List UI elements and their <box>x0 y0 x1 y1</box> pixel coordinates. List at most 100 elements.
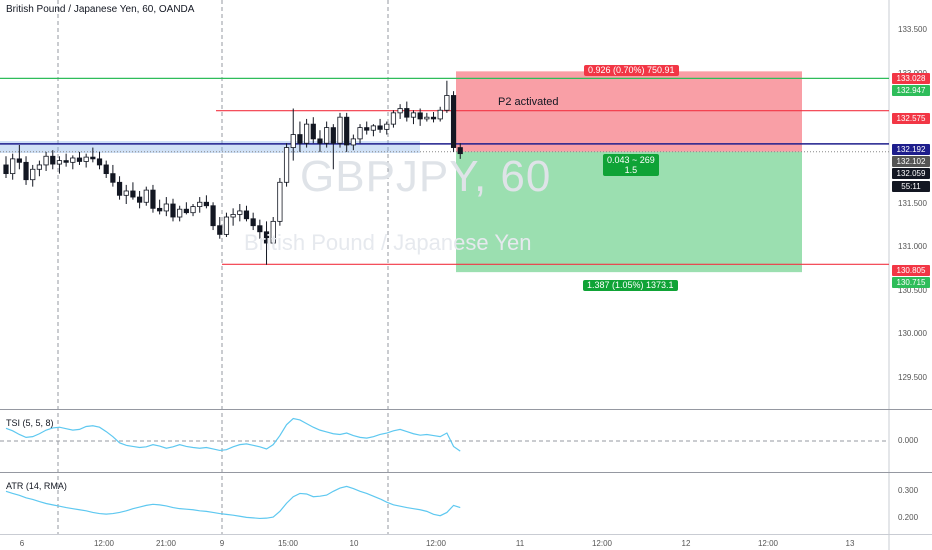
price-tick-label: 130.000 <box>898 329 927 339</box>
candle-body <box>437 109 443 120</box>
candle-body <box>210 205 216 227</box>
time-tick-label: 6 <box>19 539 25 548</box>
chart-title: British Pound / Japanese Yen, 60, OANDA <box>6 4 195 15</box>
candle-body <box>237 210 243 215</box>
time-tick-label: 12:00 <box>757 539 779 548</box>
candle-body <box>56 160 63 165</box>
candle-body <box>277 181 283 222</box>
candle-body <box>190 206 196 214</box>
center-label: 0.043 ~ 269 1.5 <box>603 154 659 176</box>
candle-body <box>450 95 457 148</box>
candle-body <box>223 216 230 235</box>
candle-body <box>90 156 96 160</box>
time-tick-label: 9 <box>219 539 225 548</box>
candle-body <box>390 112 397 125</box>
candle-body <box>63 160 69 163</box>
time-tick-label: 21:00 <box>155 539 177 548</box>
watermark-symbol: GBPJPY, 60 <box>300 152 552 201</box>
candle-body <box>270 220 276 244</box>
price-axis-label: 55:11 <box>892 181 930 192</box>
candle-body <box>103 164 109 175</box>
tsi-tick-label: 0.000 <box>898 436 919 445</box>
time-tick-label: 12:00 <box>93 539 115 548</box>
candle-body <box>317 138 323 144</box>
price-tick-label: 133.500 <box>898 25 927 35</box>
candle-body <box>23 161 29 181</box>
candle-body <box>370 125 377 131</box>
candle-body <box>76 157 83 162</box>
time-tick-label: 12 <box>681 539 691 548</box>
candle-body <box>410 112 417 118</box>
candle-body <box>424 116 430 120</box>
candle-body <box>3 164 9 175</box>
candle-body <box>36 164 43 170</box>
price-axis-label: 132.059 <box>892 168 930 179</box>
candle-body <box>290 134 296 148</box>
candle-body <box>310 123 316 140</box>
candle-body <box>357 127 363 140</box>
atr-tick-label: 0.200 <box>898 513 919 523</box>
candle-body <box>123 190 129 196</box>
time-tick-label: 13 <box>845 539 855 548</box>
watermark-name: British Pound / Japanese Yen <box>244 230 532 255</box>
atr-pane-label: ATR (14, RMA) <box>6 481 67 491</box>
candle-body <box>350 138 356 146</box>
candle-body <box>397 108 403 114</box>
risk-label: 0.926 (0.70%) 750.91 <box>584 65 679 76</box>
atr-tick-label: 0.300 <box>898 486 919 496</box>
candle-body <box>417 112 423 120</box>
candle-body <box>170 203 176 218</box>
candle-body <box>177 208 183 218</box>
candle-body <box>364 127 370 131</box>
price-axis-label: 132.192 <box>892 144 930 155</box>
candle-body <box>257 225 263 233</box>
center-label-line-1: 0.043 ~ 269 <box>607 155 655 165</box>
candle-body <box>43 155 49 166</box>
candle-body <box>96 158 103 166</box>
candle-body <box>157 207 163 212</box>
price-axis-label: 130.715 <box>892 277 930 288</box>
candle-body <box>163 203 169 212</box>
price-axis-label: 132.947 <box>892 85 930 96</box>
price-axis-label: 132.102 <box>892 156 930 167</box>
candle-body <box>404 108 410 118</box>
candle-body <box>183 208 189 214</box>
candle-body <box>116 181 123 196</box>
time-tick-label: 12:00 <box>591 539 613 548</box>
candle-body <box>10 158 16 175</box>
candle-body <box>83 156 89 162</box>
candle-body <box>283 147 290 183</box>
tsi-pane-label: TSI (5, 5, 8) <box>6 418 54 428</box>
candle-body <box>337 116 343 144</box>
candle-body <box>203 201 209 207</box>
price-axis-label: 132.575 <box>892 113 930 124</box>
candle-body <box>384 123 390 130</box>
price-tick-label: 131.000 <box>898 242 927 252</box>
price-tick-label: 131.500 <box>898 199 927 208</box>
candle-body <box>136 196 143 203</box>
time-tick-label: 10 <box>349 539 359 548</box>
candle-body <box>457 147 463 155</box>
candle-body <box>243 210 250 220</box>
candle-body <box>143 189 149 203</box>
candle-body <box>263 231 270 244</box>
stop-zone <box>456 71 802 152</box>
price-axis-label: 130.805 <box>892 265 930 276</box>
candle-body <box>30 168 36 181</box>
center-label-line-2: 1.5 <box>624 165 638 175</box>
tsi-line <box>5 417 461 452</box>
price-tick-label: 129.500 <box>898 372 927 382</box>
reward-label: 1.387 (1.05%) 1373.1 <box>583 280 678 291</box>
candle-body <box>330 127 336 144</box>
candle-body <box>324 127 330 144</box>
candle-body <box>444 95 450 111</box>
candle-body <box>150 189 156 209</box>
candle-body <box>430 116 437 120</box>
candle-body <box>217 225 223 235</box>
candle-body <box>377 125 383 130</box>
time-tick-label: 15:00 <box>277 539 299 548</box>
atr-line <box>5 485 461 520</box>
candle-body <box>250 218 256 227</box>
candle-body <box>197 201 203 208</box>
